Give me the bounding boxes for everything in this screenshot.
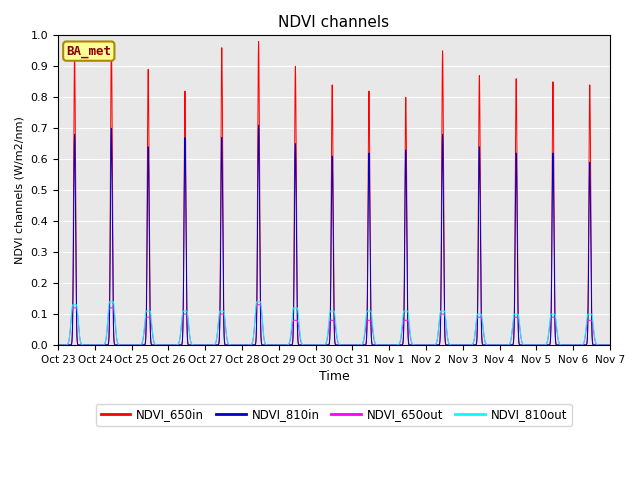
Legend: NDVI_650in, NDVI_810in, NDVI_650out, NDVI_810out: NDVI_650in, NDVI_810in, NDVI_650out, NDV… <box>96 404 572 426</box>
NDVI_810in <box>166 342 174 348</box>
NDVI_810out <box>54 342 62 348</box>
NDVI_810out <box>106 299 113 304</box>
NDVI_810out <box>410 342 418 348</box>
X-axis label: Time: Time <box>319 370 349 384</box>
NDVI_810in <box>604 342 612 348</box>
NDVI_650in <box>489 342 497 348</box>
NDVI_650out <box>604 342 612 348</box>
NDVI_650out <box>606 342 614 348</box>
NDVI_650out <box>261 339 269 345</box>
Title: NDVI channels: NDVI channels <box>278 15 390 30</box>
NDVI_810in <box>54 342 62 348</box>
NDVI_810out <box>489 342 497 348</box>
Line: NDVI_650out: NDVI_650out <box>58 305 610 345</box>
NDVI_650in <box>606 342 614 348</box>
NDVI_810in <box>261 342 269 348</box>
NDVI_810in <box>172 342 180 348</box>
NDVI_810out <box>172 342 180 348</box>
NDVI_650out <box>54 342 62 348</box>
NDVI_650out <box>489 342 497 348</box>
NDVI_810out <box>166 342 174 348</box>
NDVI_650in <box>261 342 269 348</box>
NDVI_650in <box>172 342 180 348</box>
NDVI_810out <box>606 342 614 348</box>
NDVI_810in <box>489 342 497 348</box>
NDVI_650out <box>410 342 418 348</box>
NDVI_650in <box>604 342 612 348</box>
NDVI_650in <box>410 342 418 348</box>
NDVI_650out <box>172 342 180 348</box>
NDVI_650out <box>166 342 174 348</box>
NDVI_810in <box>606 342 614 348</box>
Line: NDVI_810out: NDVI_810out <box>58 301 610 345</box>
Text: BA_met: BA_met <box>67 45 111 58</box>
NDVI_810in <box>255 122 262 128</box>
Line: NDVI_810in: NDVI_810in <box>58 125 610 345</box>
NDVI_650in <box>108 39 115 45</box>
Line: NDVI_650in: NDVI_650in <box>58 42 610 345</box>
NDVI_810in <box>410 342 418 348</box>
NDVI_650out <box>253 302 260 308</box>
Y-axis label: NDVI channels (W/m2/nm): NDVI channels (W/m2/nm) <box>15 116 25 264</box>
NDVI_650in <box>166 342 174 348</box>
NDVI_810out <box>261 339 269 345</box>
NDVI_650in <box>54 342 62 348</box>
NDVI_810out <box>604 342 612 348</box>
